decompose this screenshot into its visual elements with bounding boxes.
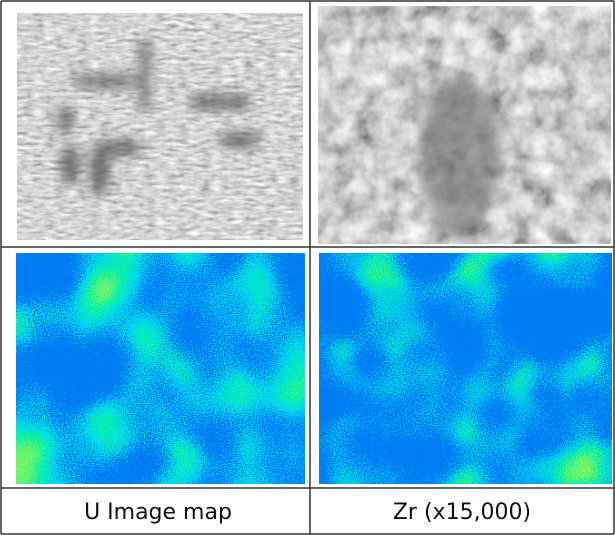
sem-image-right [318,6,611,244]
caption: Zr (x15,000) [393,500,531,525]
caption: U Image map [84,500,232,525]
element-map-u [16,253,305,484]
element-map-zr [319,253,612,484]
sem-image-left [17,13,303,240]
figure: U Image map Zr (x15,000) [0,0,615,535]
